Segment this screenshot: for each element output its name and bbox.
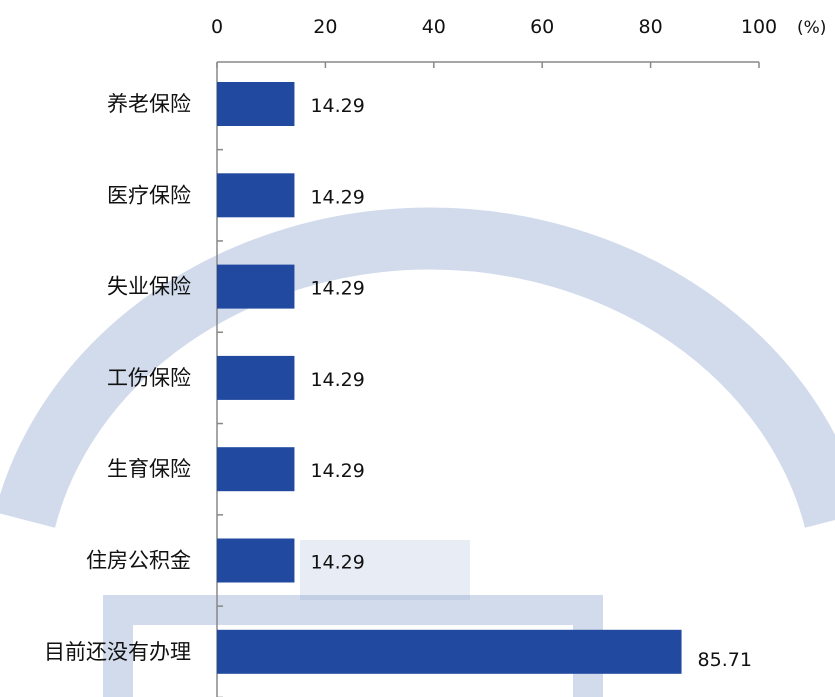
category-label: 医疗保险: [107, 183, 191, 207]
category-label: 失业保险: [107, 275, 191, 299]
bar: [217, 82, 295, 126]
bar: [217, 264, 295, 309]
bar: [217, 355, 295, 400]
x-tick-label: 100: [741, 16, 777, 38]
bar: [217, 629, 682, 674]
category-label: 养老保险: [107, 92, 191, 116]
x-tick-label: 40: [422, 16, 446, 38]
x-tick-label: 80: [639, 16, 663, 38]
data-label: 14.29: [310, 460, 364, 482]
x-tick-label: 20: [313, 16, 337, 38]
category-label: 住房公积金: [86, 549, 191, 573]
watermark-block: [300, 540, 470, 600]
bar: [217, 447, 295, 492]
category-label: 生育保险: [107, 457, 191, 481]
axis-unit-label: (%): [797, 18, 826, 38]
data-label: 14.29: [310, 186, 364, 208]
category-label: 工伤保险: [107, 366, 191, 390]
data-label: 85.71: [698, 649, 752, 671]
bar: [217, 538, 295, 583]
value-labels: 14.29 14.29 14.29 14.29 14.29 14.29 85.71: [310, 95, 752, 671]
watermark-ring: [0, 207, 835, 528]
bars: [217, 82, 682, 674]
watermark-seal-graphic: [0, 207, 835, 697]
data-label: 14.29: [310, 369, 364, 391]
x-tick-label: 60: [530, 16, 554, 38]
x-axis-ticks: 0 20 40 60 80 100: [211, 16, 777, 68]
data-label: 14.29: [310, 278, 364, 300]
category-label: 目前还没有办理: [44, 640, 191, 664]
y-axis-ticks: [217, 148, 223, 697]
x-tick-label: 0: [211, 16, 223, 38]
data-label: 14.29: [310, 552, 364, 574]
bar: [217, 173, 295, 218]
data-label: 14.29: [310, 95, 364, 117]
